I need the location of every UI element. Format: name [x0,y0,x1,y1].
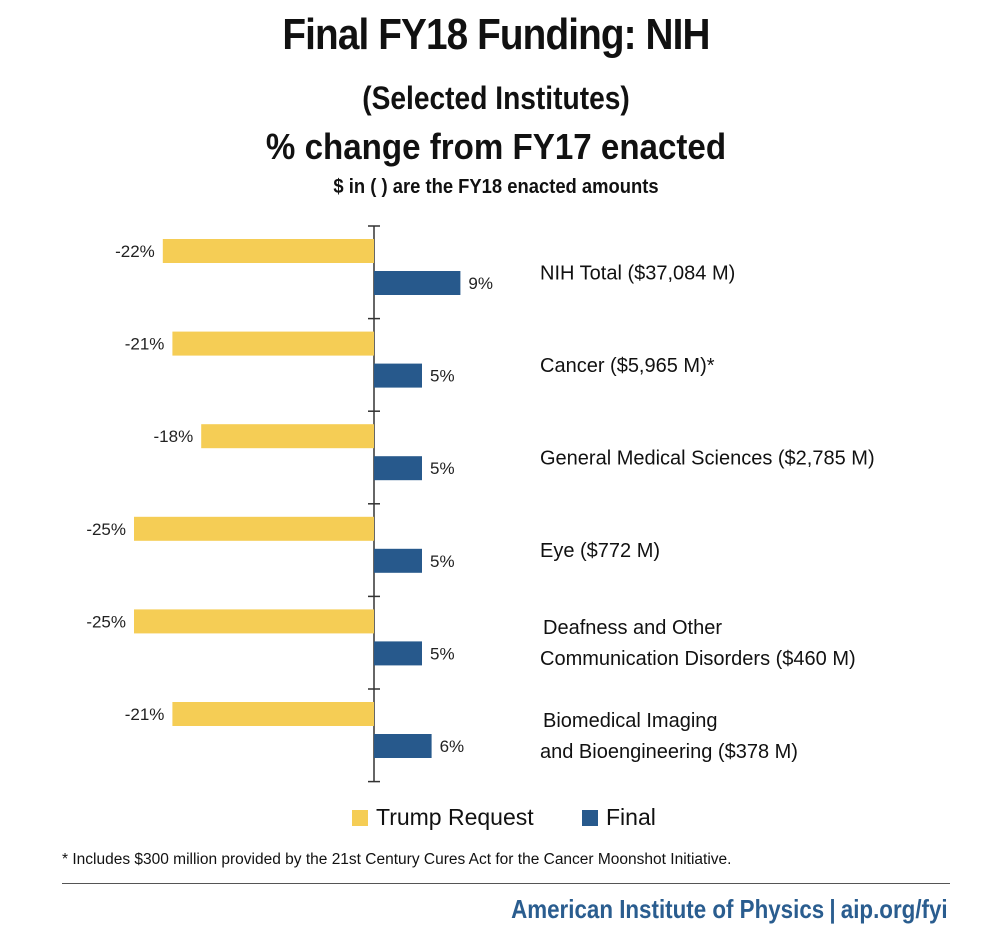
legend-swatch-final [582,809,598,826]
bar-final [374,456,422,481]
brand-footer: American Institute of Physics | aip.org/fy… [511,894,948,925]
brand-url: aip.org/fyi [841,894,948,924]
data-label-trump-request: -18% [154,427,194,446]
bar-final [374,363,422,388]
brand-separator: | [829,894,836,924]
bar-final [374,734,432,758]
chart-note: $ in ( ) are the FY18 enacted amounts [333,176,659,198]
data-label-final: 9% [468,274,493,293]
category-label: Eye ($772 M) [540,540,660,562]
data-label-trump-request: -21% [125,705,165,724]
bar-trump-request [172,331,374,356]
legend-label-trump-request: Trump Request [376,804,534,830]
bar-trump-request [162,239,374,263]
legend-swatch-trump-request [352,809,368,826]
category-label: General Medical Sciences ($2,785 M) [540,448,875,470]
bar-trump-request [134,609,374,634]
bar-trump-request [134,516,374,541]
category-label: Communication Disorders ($460 M) [540,648,856,670]
bar-trump-request [172,702,374,726]
footnote: * Includes $300 million provided by the … [62,851,732,868]
bar-final [374,641,422,666]
data-label-trump-request: -21% [125,335,165,354]
chart-title: Final FY18 Funding: NIH [282,10,710,59]
data-label-trump-request: -25% [86,520,126,539]
category-label: NIH Total ($37,084 M) [540,262,735,284]
bar-final [374,548,422,573]
legend-item-trump-request: Trump Request [352,804,534,831]
legend-label-final: Final [606,804,656,830]
category-label: Cancer ($5,965 M)* [540,355,715,377]
data-label-final: 5% [430,552,455,571]
bar-final [374,271,461,295]
category-label: Deafness and Other [543,617,722,639]
data-label-trump-request: -25% [86,612,126,631]
legend-item-final: Final [582,804,656,831]
data-label-trump-request: -22% [115,242,155,261]
footer-divider [62,883,950,884]
category-label: and Bioengineering ($378 M) [540,741,798,763]
data-label-final: 5% [430,644,455,663]
data-label-final: 5% [430,459,455,478]
chart-subtitle-change: % change from FY17 enacted [265,126,727,167]
brand-name: American Institute of Physics [511,894,825,924]
bar-chart: -22% 9% NIH Total ($37,084 M) -21% 5% Cancer … [86,225,875,783]
chart-subtitle: (Selected Institutes) [362,80,630,116]
data-label-final: 6% [440,737,465,756]
category-label: Biomedical Imaging [543,710,718,732]
legend: Trump Request Final [0,804,992,834]
bar-trump-request [201,424,374,449]
data-label-final: 5% [430,367,455,386]
